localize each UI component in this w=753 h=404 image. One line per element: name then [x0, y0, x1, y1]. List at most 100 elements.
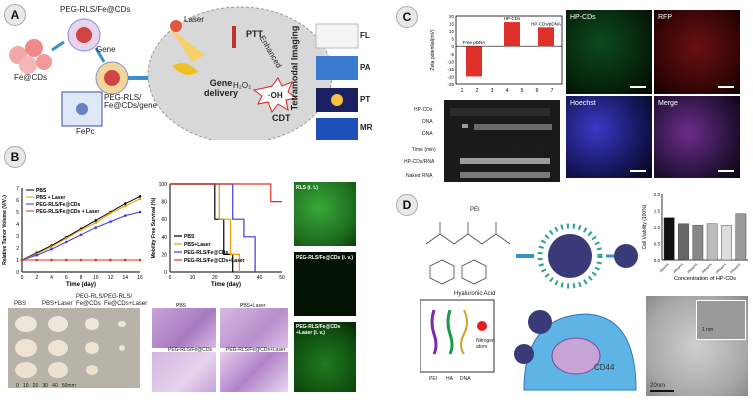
pt-hotspot [331, 94, 343, 106]
panel-c-badge: C [396, 6, 418, 28]
legend-label: PEG-RLS/Fe@CDs + Laser [36, 209, 99, 215]
legend-label: PBS+Laser [184, 242, 211, 248]
viability-bar [692, 225, 704, 261]
x-tick-label: 10 [93, 275, 99, 281]
data-point [35, 253, 39, 257]
label-mr: MR [360, 123, 373, 132]
histo-pbs [152, 308, 216, 348]
micro-rfp [654, 10, 740, 94]
fluor-peg [294, 252, 356, 316]
gel-band-5 [460, 172, 550, 178]
x-axis-label: Time (day) [211, 282, 241, 288]
panel-b-badge: B [4, 146, 26, 168]
x-tick-label: 0 [169, 275, 172, 281]
gel-band-2 [462, 124, 468, 128]
tem-inset-scale: 1 nm [702, 327, 714, 333]
y-tick-label: -5 [450, 52, 454, 57]
lane-label: 1 [461, 88, 464, 94]
histo-pbs-laser [220, 308, 288, 348]
data-point [79, 258, 83, 262]
gel-band-3 [474, 124, 552, 130]
x-tick-label: 12 [108, 275, 114, 281]
bar-label: Free pDNA [463, 40, 486, 45]
micro-label-hoechst: Hoechst [570, 100, 596, 107]
gel-band-4 [460, 158, 550, 164]
y-tick-label: 80 [161, 200, 167, 206]
panel-a-badge: A [4, 4, 26, 26]
y-axis-label: Relative Tumor Volume (V/V₀) [2, 195, 8, 265]
label-fe-cds: Fe@CDs [14, 73, 48, 82]
histo-peg [152, 352, 216, 392]
y-tick-label: -10 [447, 59, 454, 64]
histo-label-1: PBS [176, 303, 187, 309]
y-tick-label: 1.5 [654, 209, 661, 214]
gel-time-60: 60 [538, 147, 544, 153]
data-point [79, 233, 83, 237]
delivery-shape [172, 63, 198, 75]
label-fl: FL [360, 31, 370, 40]
micro-merge [654, 96, 740, 178]
category-label: 400μg/mL [715, 262, 728, 275]
y-tick-label: -15 [447, 67, 454, 72]
histo-label-4: PEG-RLS/Fe@CDs+Laser [226, 347, 286, 353]
micro-hoechst [566, 96, 652, 178]
label-gene-delivery: Gene delivery [204, 78, 239, 98]
micro-hp-cds [566, 10, 652, 94]
legend-label: PBS [36, 188, 47, 194]
tem-scale-bar [650, 390, 674, 392]
gel-row-label-2: DNA [422, 119, 433, 125]
legend-box [420, 299, 495, 373]
x-tick-label: 16 [137, 275, 143, 281]
cell-viability-chart: 0.0 0.5 1.0 1.5 2.0 Cell Viability (100%) 50μg… [642, 192, 748, 282]
category-label: 100μg/mL [672, 262, 685, 275]
x-tick-label: 10 [190, 275, 196, 281]
data-point [123, 202, 127, 205]
legend-label: PBS + Laser [36, 195, 65, 201]
tumor-photo-label-2: PBS+Laser [42, 301, 73, 307]
category-label: 500μg/mL [729, 262, 742, 275]
y-tick-label: 1.0 [654, 225, 661, 230]
label-cd44: CD44 [594, 363, 615, 372]
data-point [138, 258, 142, 262]
x-tick-label: 40 [257, 275, 263, 281]
y-tick-label: 1 [16, 258, 19, 264]
hp-cds-dna-nanoparticle [614, 244, 638, 268]
label-peg-rls-fe-cds: PEG-RLS/Fe@CDs [60, 5, 131, 14]
bar-label: HP-CDs/pDNA [531, 21, 561, 26]
zeta-bar [466, 46, 482, 77]
x-tick-label: 50 [279, 275, 285, 281]
data-point [50, 258, 53, 262]
label-hyaluronic-acid: Hyaluronic Acid [454, 291, 496, 297]
histo-peg-laser [220, 352, 288, 392]
gel-row-label-3: DNA [422, 131, 433, 137]
y-tick-label: 0 [164, 270, 167, 276]
survival-chart: 0 10 20 30 40 50 0 20 40 60 80 100 Time (day) Mobilit… [151, 182, 285, 288]
micro-scale-bar-2 [718, 86, 734, 88]
x-axis-label: Concentration of HP-CDs [674, 276, 736, 282]
legend-label: PEG-RLS/Fe@CDs [36, 202, 81, 208]
pa-image [316, 56, 358, 80]
data-point [109, 220, 112, 223]
y-tick-label: 6 [16, 198, 19, 204]
y-tick-label: 0 [16, 270, 19, 276]
data-point [35, 258, 39, 262]
y-tick-label: 0 [451, 44, 454, 49]
data-point [50, 245, 53, 249]
y-tick-label: 60 [161, 217, 167, 223]
label-pt: PT [360, 95, 371, 104]
x-tick-label: 2 [35, 275, 38, 281]
data-point [94, 226, 98, 229]
fluor-label-1: RLS (i. t.) [296, 185, 318, 191]
peg-rls-particle [67, 18, 101, 52]
legend-label-nitrogen: Nitrogen atom [476, 338, 495, 350]
data-point [20, 258, 24, 262]
micro-label-hp-cds: HP-CDs [570, 14, 596, 21]
hp-cds-nanoparticle [537, 223, 603, 289]
label-h2o2: H₂O₂ [233, 81, 252, 90]
data-point [138, 195, 142, 198]
legend-label: PEG-RLS/Fe@CDs [184, 250, 229, 256]
tumor-photo-label-3: PEG-RLS/ Fe@CDs [76, 294, 105, 307]
oh-burst-icon [252, 77, 298, 114]
data-point [123, 204, 127, 208]
